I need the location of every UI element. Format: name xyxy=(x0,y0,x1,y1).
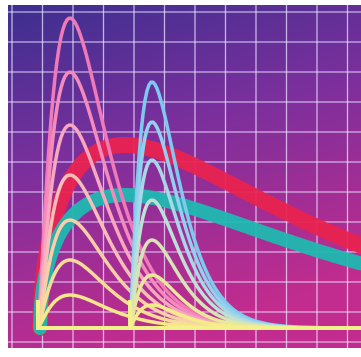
teal-band xyxy=(33,188,361,335)
red-band xyxy=(32,137,361,336)
bands xyxy=(32,137,361,336)
